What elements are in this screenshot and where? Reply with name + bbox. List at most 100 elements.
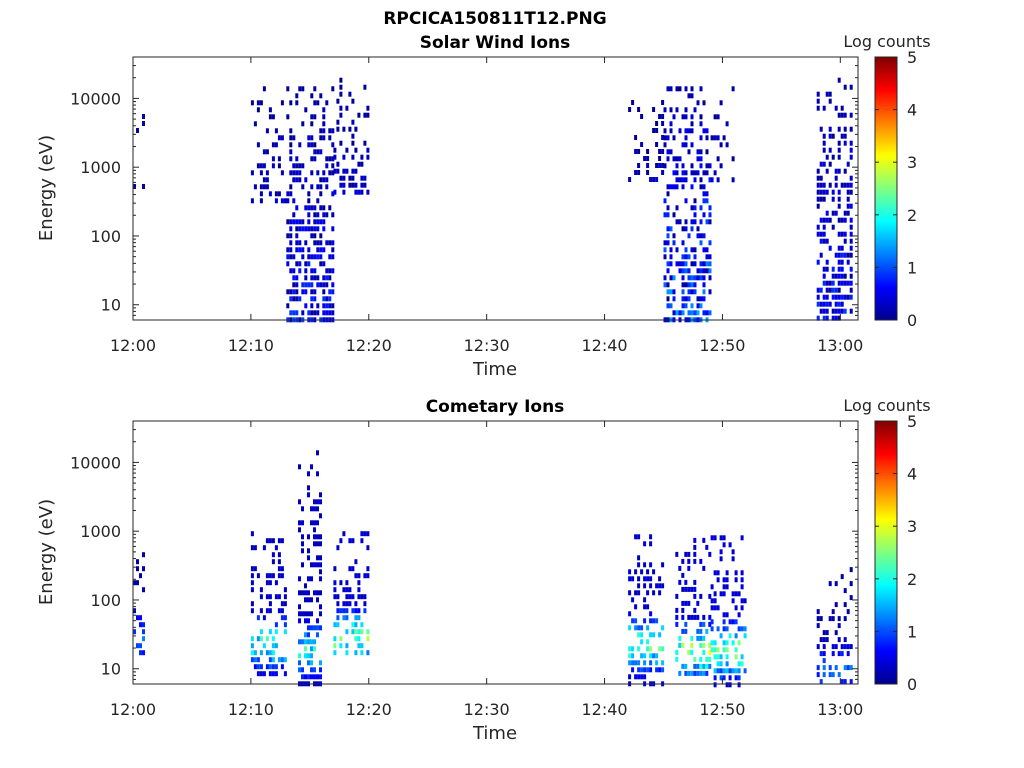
heatmap-cell <box>360 531 364 537</box>
heatmap-cell <box>740 661 744 667</box>
heatmap-cell <box>696 310 700 316</box>
heatmap-cell <box>675 261 679 267</box>
heatmap-cell <box>699 240 703 246</box>
heatmap-cell <box>265 594 269 600</box>
heatmap-cell <box>702 296 706 302</box>
heatmap-cell <box>699 593 703 599</box>
heatmap-cell <box>710 584 714 590</box>
heatmap-cell <box>669 226 673 232</box>
heatmap-cell <box>333 580 337 586</box>
heatmap-cell <box>331 86 335 92</box>
heatmap-cell <box>672 114 676 120</box>
heatmap-cell <box>322 261 326 267</box>
heatmap-cell <box>310 254 314 260</box>
heatmap-cell <box>316 303 320 309</box>
heatmap-cell <box>731 591 735 597</box>
heatmap-cell <box>357 580 361 586</box>
heatmap-cell <box>849 245 853 251</box>
heatmap-cell <box>316 240 320 246</box>
heatmap-cell <box>274 622 278 628</box>
heatmap-cell <box>699 635 703 641</box>
heatmap-cell <box>298 170 302 176</box>
heatmap-cell <box>699 558 703 564</box>
heatmap-cell <box>719 100 723 106</box>
heatmap-cell <box>725 661 729 667</box>
heatmap-cell <box>837 266 841 272</box>
heatmap-cell <box>280 100 284 106</box>
heatmap-cell <box>702 233 706 239</box>
heatmap-cell <box>816 644 820 650</box>
heatmap-cell <box>646 156 650 161</box>
heatmap-cell <box>304 597 307 603</box>
heatmap-cell <box>316 674 319 680</box>
heatmap-cell <box>849 217 853 223</box>
heatmap-cell <box>834 175 838 181</box>
heatmap-cell <box>301 121 305 127</box>
heatmap-cell <box>702 310 706 316</box>
heatmap-cell <box>313 156 317 162</box>
heatmap-cell <box>142 629 145 635</box>
heatmap-cell <box>684 86 688 92</box>
heatmap-cell <box>316 555 319 561</box>
heatmap-cell <box>710 598 714 604</box>
heatmap-cell <box>357 594 361 600</box>
heatmap-cell <box>295 226 299 232</box>
heatmap-cell <box>837 672 841 678</box>
heatmap-cell <box>637 163 641 168</box>
heatmap-cell <box>837 623 841 629</box>
heatmap-cell <box>837 651 841 657</box>
heatmap-cell <box>250 545 254 551</box>
heatmap-cell <box>713 640 717 646</box>
heatmap-cell <box>640 653 644 659</box>
heatmap-cell <box>628 107 632 112</box>
heatmap-cell <box>262 615 266 621</box>
heatmap-cell <box>313 520 316 526</box>
heatmap-cell <box>708 212 712 218</box>
heatmap-cell <box>277 163 281 169</box>
heatmap-cell <box>693 537 697 543</box>
heatmap-cell <box>649 667 653 673</box>
heatmap-cell <box>310 639 313 645</box>
heatmap-cell <box>253 566 257 572</box>
heatmap-cell <box>843 308 847 314</box>
heatmap-cell <box>843 140 847 146</box>
heatmap-cell <box>289 170 293 176</box>
heatmap-cell <box>731 668 735 674</box>
heatmap-cell <box>652 632 656 638</box>
heatmap-cell <box>713 605 717 611</box>
heatmap-cell <box>699 642 703 648</box>
heatmap-cell <box>319 261 323 267</box>
y-tick-label: 10000 <box>70 89 121 108</box>
heatmap-cell <box>348 601 352 607</box>
heatmap-cell <box>690 121 694 127</box>
heatmap-cell <box>708 205 712 211</box>
heatmap-cell <box>342 189 346 195</box>
heatmap-cell <box>652 128 656 133</box>
heatmap-cell <box>265 184 269 190</box>
heatmap-cell <box>310 289 314 295</box>
heatmap-cell <box>684 586 688 592</box>
heatmap-cell <box>843 616 847 622</box>
heatmap-cell <box>277 135 281 141</box>
heatmap-cell <box>345 594 349 600</box>
heatmap-cell <box>298 226 302 232</box>
heatmap-cell <box>690 275 694 281</box>
heatmap-cell <box>336 126 340 132</box>
heatmap-cell <box>669 254 673 260</box>
heatmap-cell <box>325 156 329 162</box>
heatmap-cell <box>690 86 694 92</box>
heatmap-cell <box>690 114 694 120</box>
heatmap-cell <box>740 570 744 576</box>
heatmap-cell <box>699 163 703 169</box>
heatmap-cell <box>333 566 337 572</box>
heatmap-cell <box>256 100 260 106</box>
heatmap-cell <box>655 618 659 624</box>
heatmap-cell <box>339 643 343 649</box>
heatmap-cell <box>325 100 329 106</box>
heatmap-cell <box>834 210 838 216</box>
heatmap-cell <box>819 126 823 132</box>
heatmap-cell <box>816 98 820 104</box>
heatmap-cell <box>675 219 679 225</box>
heatmap-cell <box>366 573 370 579</box>
